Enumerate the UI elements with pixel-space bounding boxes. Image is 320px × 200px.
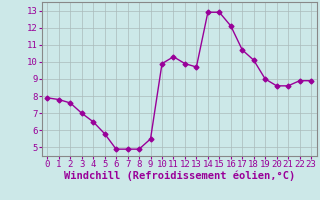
X-axis label: Windchill (Refroidissement éolien,°C): Windchill (Refroidissement éolien,°C)	[64, 171, 295, 181]
